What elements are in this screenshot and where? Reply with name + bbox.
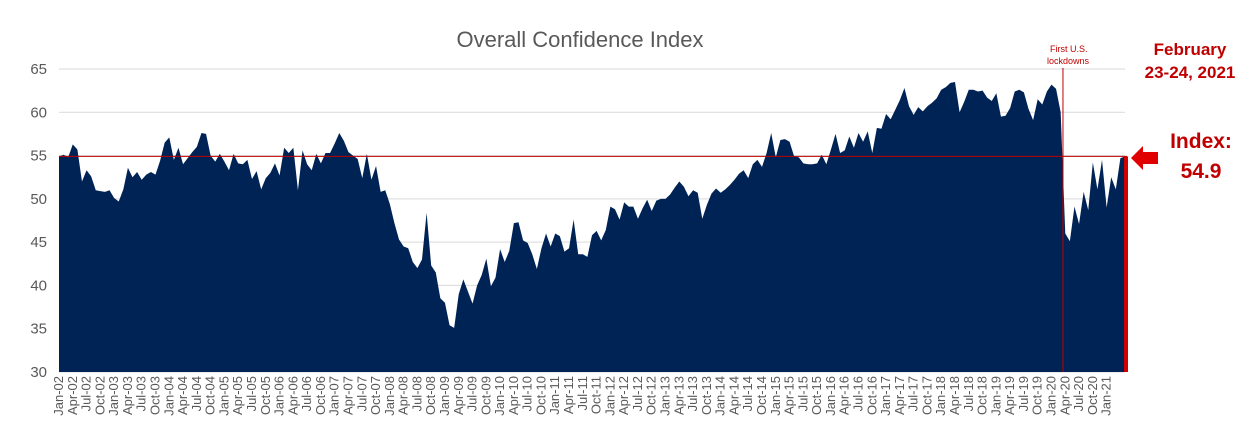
x-tick-label: Jul-05 (244, 376, 259, 411)
survey-date-line-2: 23-24, 2021 (1145, 63, 1236, 82)
x-tick-label: Apr-06 (285, 376, 300, 415)
x-tick-label: Apr-02 (65, 376, 80, 415)
x-tick-label: Jul-17 (906, 376, 921, 411)
x-tick-label: Apr-15 (782, 376, 797, 415)
x-tick-label: Apr-09 (451, 376, 466, 415)
x-tick-label: Oct-12 (644, 376, 659, 415)
x-tick-label: Jan-08 (382, 376, 397, 416)
x-axis-ticks: Jan-02Apr-02Jul-02Oct-02Jan-03Apr-03Jul-… (51, 376, 1114, 416)
x-tick-label: Oct-02 (92, 376, 107, 415)
chart-title: Overall Confidence Index (456, 27, 703, 52)
x-tick-label: Jan-12 (602, 376, 617, 416)
current-index-bar (1124, 156, 1128, 372)
x-tick-label: Apr-12 (616, 376, 631, 415)
y-tick-label: 65 (30, 61, 47, 78)
x-tick-label: Apr-11 (561, 376, 576, 414)
x-tick-label: Jul-20 (1071, 376, 1086, 411)
x-tick-label: Oct-03 (147, 376, 162, 415)
x-tick-label: Jul-15 (795, 376, 810, 411)
x-tick-label: Apr-07 (340, 376, 355, 415)
x-tick-label: Apr-19 (1002, 376, 1017, 415)
x-tick-label: Oct-19 (1030, 376, 1045, 415)
x-tick-label: Jul-02 (79, 376, 94, 411)
x-tick-label: Oct-20 (1085, 376, 1100, 415)
x-tick-label: Jan-02 (51, 376, 66, 416)
x-tick-label: Jul-16 (851, 376, 866, 411)
x-tick-label: Jan-04 (161, 376, 176, 416)
x-tick-label: Jan-06 (272, 376, 287, 416)
x-tick-label: Jan-20 (1043, 376, 1058, 416)
x-tick-label: Jul-14 (740, 376, 755, 411)
x-tick-label: Jan-10 (492, 376, 507, 416)
x-tick-label: Jul-03 (134, 376, 149, 411)
x-tick-label: Oct-18 (975, 376, 990, 415)
x-tick-label: Oct-15 (809, 376, 824, 415)
y-tick-label: 60 (30, 104, 47, 121)
x-tick-label: Jan-21 (1099, 376, 1114, 416)
y-tick-label: 30 (30, 364, 47, 381)
x-tick-label: Apr-16 (837, 376, 852, 415)
x-tick-label: Jul-12 (630, 376, 645, 411)
x-tick-label: Apr-05 (230, 376, 245, 415)
x-tick-label: Oct-16 (864, 376, 879, 415)
x-tick-label: Jan-19 (988, 376, 1003, 416)
arrow-left-icon (1131, 146, 1158, 170)
x-tick-label: Oct-07 (368, 376, 383, 415)
x-tick-label: Jul-07 (354, 376, 369, 411)
x-tick-label: Apr-13 (671, 376, 686, 415)
x-tick-label: Jan-05 (216, 376, 231, 416)
x-tick-label: Jan-15 (768, 376, 783, 416)
x-tick-label: Jul-08 (409, 376, 424, 411)
x-tick-label: Oct-06 (313, 376, 328, 415)
y-tick-label: 40 (30, 277, 47, 294)
survey-date-line-1: February (1154, 40, 1227, 59)
x-tick-label: Jul-10 (520, 376, 535, 411)
x-tick-label: Apr-14 (726, 376, 741, 415)
y-tick-label: 35 (30, 321, 47, 338)
x-tick-label: Jan-11 (547, 376, 562, 415)
x-tick-label: Oct-17 (919, 376, 934, 415)
x-tick-label: Jul-09 (465, 376, 480, 411)
x-tick-label: Apr-17 (892, 376, 907, 415)
x-tick-label: Jul-06 (299, 376, 314, 411)
index-value: 54.9 (1181, 160, 1222, 183)
index-label: Index: (1170, 130, 1232, 153)
x-tick-label: Jan-03 (106, 376, 121, 416)
annotations: First U.S. lockdowns February 23-24, 202… (59, 40, 1235, 372)
x-tick-label: Oct-14 (754, 376, 769, 415)
x-tick-label: Jan-18 (933, 376, 948, 416)
x-tick-label: Jan-09 (437, 376, 452, 416)
x-tick-label: Jan-14 (713, 376, 728, 416)
y-axis-ticks: 30 35 40 45 50 55 60 65 (30, 61, 47, 381)
x-tick-label: Jul-13 (685, 376, 700, 411)
x-tick-label: Apr-10 (506, 376, 521, 415)
x-tick-label: Jul-19 (1016, 376, 1031, 411)
x-tick-label: Oct-08 (423, 376, 438, 415)
x-tick-label: Oct-09 (478, 376, 493, 415)
lockdown-label-line-1: First U.S. (1050, 44, 1088, 54)
x-tick-label: Jan-07 (327, 376, 342, 416)
x-tick-label: Apr-08 (396, 376, 411, 415)
y-tick-label: 55 (30, 148, 47, 165)
x-tick-label: Jul-18 (961, 376, 976, 411)
x-tick-label: Apr-03 (120, 376, 135, 415)
x-tick-label: Apr-18 (947, 376, 962, 415)
x-tick-label: Oct-04 (203, 376, 218, 415)
x-tick-label: Jan-17 (878, 376, 893, 416)
confidence-index-area (59, 81, 1125, 373)
x-tick-label: Jan-16 (823, 376, 838, 416)
x-tick-label: Jan-13 (658, 376, 673, 416)
x-tick-label: Oct-11 (589, 376, 604, 414)
x-tick-label: Jul-04 (189, 376, 204, 411)
x-tick-label: Oct-13 (699, 376, 714, 415)
x-tick-label: Jul-11 (575, 376, 590, 410)
y-tick-label: 45 (30, 234, 47, 251)
x-tick-label: Oct-05 (258, 376, 273, 415)
x-tick-label: Apr-20 (1057, 376, 1072, 415)
x-tick-label: Oct-10 (533, 376, 548, 415)
y-tick-label: 50 (30, 191, 47, 208)
lockdown-label-line-2: lockdowns (1047, 56, 1090, 66)
x-tick-label: Apr-04 (175, 376, 190, 415)
